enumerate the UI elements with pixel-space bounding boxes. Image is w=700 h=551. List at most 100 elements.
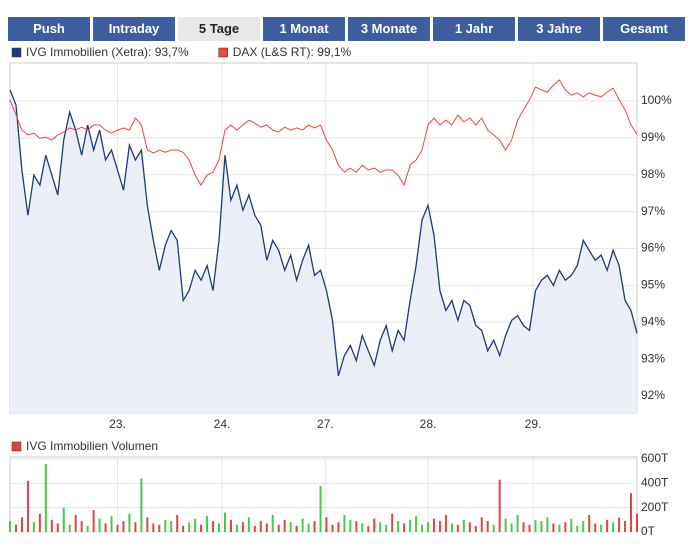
bar — [331, 524, 334, 532]
bar — [421, 524, 424, 532]
bar — [355, 521, 358, 532]
tab[interactable]: Intraday — [93, 17, 175, 41]
bar — [122, 521, 125, 532]
bar — [343, 514, 346, 532]
bar — [50, 519, 53, 532]
legend-swatch — [11, 441, 22, 452]
bar — [450, 523, 453, 532]
bar — [432, 518, 435, 532]
bar — [361, 523, 364, 532]
bar — [498, 479, 501, 532]
tab[interactable]: 1 Monat — [263, 17, 345, 41]
bar — [480, 517, 483, 532]
bar — [200, 524, 203, 532]
bar — [301, 518, 304, 532]
x-tick-label: 24. — [214, 417, 231, 431]
bar — [32, 522, 35, 532]
legend-swatch — [11, 47, 22, 58]
bar — [444, 514, 447, 532]
bar — [229, 519, 232, 532]
y-tick-label: 200T — [641, 500, 669, 514]
bar — [241, 522, 244, 532]
bar — [558, 524, 561, 532]
x-tick-label: 28. — [420, 417, 437, 431]
bar — [176, 514, 179, 532]
y-tick-label: 93% — [641, 351, 665, 365]
bar — [277, 524, 280, 532]
x-tick-label: 23. — [109, 417, 126, 431]
tab[interactable]: 1 Jahr — [433, 17, 515, 41]
tab[interactable]: 3 Monate — [348, 17, 430, 41]
tab[interactable]: Gesamt — [603, 17, 685, 41]
bar — [504, 518, 507, 532]
y-tick-label: 96% — [641, 241, 665, 255]
bar — [391, 513, 394, 532]
bar — [540, 521, 543, 532]
bar — [516, 514, 519, 532]
bar — [409, 519, 412, 532]
bar — [636, 513, 638, 532]
legend-label: IVG Immobilien Volumen — [26, 439, 158, 453]
bar — [80, 521, 83, 532]
bar — [38, 513, 41, 532]
bar — [212, 521, 215, 532]
bar — [552, 523, 555, 532]
y-tick-label: 92% — [641, 388, 665, 402]
bar — [415, 516, 418, 532]
y-tick-label: 98% — [641, 167, 665, 181]
bar — [164, 519, 167, 532]
tab-bar: Push Intraday 5 Tage 1 Monat 3 Monate 1 Jahr 3… — [8, 17, 685, 41]
bar — [337, 522, 340, 532]
tab[interactable]: 5 Tage — [178, 17, 260, 41]
y-tick-label: 99% — [641, 130, 665, 144]
bar — [582, 521, 585, 532]
y-tick-label: 94% — [641, 314, 665, 328]
line — [9, 89, 638, 376]
bar — [522, 522, 525, 532]
bar — [576, 525, 579, 532]
bar — [427, 522, 429, 532]
bar — [92, 510, 95, 532]
bar — [218, 523, 220, 532]
bar — [271, 514, 274, 532]
tab[interactable]: 3 Jahre — [518, 17, 600, 41]
bar — [313, 521, 316, 532]
bar — [104, 523, 107, 532]
bar — [206, 516, 209, 532]
bar — [116, 524, 119, 532]
bar — [606, 519, 609, 532]
y-tick-label: 95% — [641, 278, 665, 292]
bar — [564, 522, 567, 532]
bar — [528, 524, 531, 532]
bar — [618, 517, 621, 532]
bar — [373, 518, 376, 532]
bar — [74, 514, 77, 532]
bar — [510, 523, 513, 532]
bar — [349, 519, 352, 532]
bar — [283, 519, 286, 532]
bar — [534, 519, 537, 532]
x-tick-label: 27. — [317, 417, 334, 431]
bar — [474, 525, 477, 532]
bar — [367, 525, 370, 532]
bar — [438, 521, 441, 532]
legend-label: DAX (L&S RT): 99,1% — [233, 45, 352, 59]
bar — [146, 517, 149, 532]
bar — [194, 518, 197, 532]
tab[interactable]: Push — [8, 17, 90, 41]
bar — [612, 522, 615, 532]
bar — [158, 524, 161, 532]
bar — [128, 513, 131, 532]
bar — [265, 523, 268, 532]
bar — [570, 518, 573, 532]
bar — [259, 521, 262, 532]
bar — [325, 517, 328, 532]
y-tick-label: 0T — [641, 524, 656, 538]
bar — [247, 517, 250, 532]
bar — [379, 522, 382, 532]
plot-frame — [9, 456, 638, 533]
bar — [9, 521, 11, 532]
y-tick-label: 100% — [641, 93, 672, 107]
area-fill — [10, 89, 637, 414]
